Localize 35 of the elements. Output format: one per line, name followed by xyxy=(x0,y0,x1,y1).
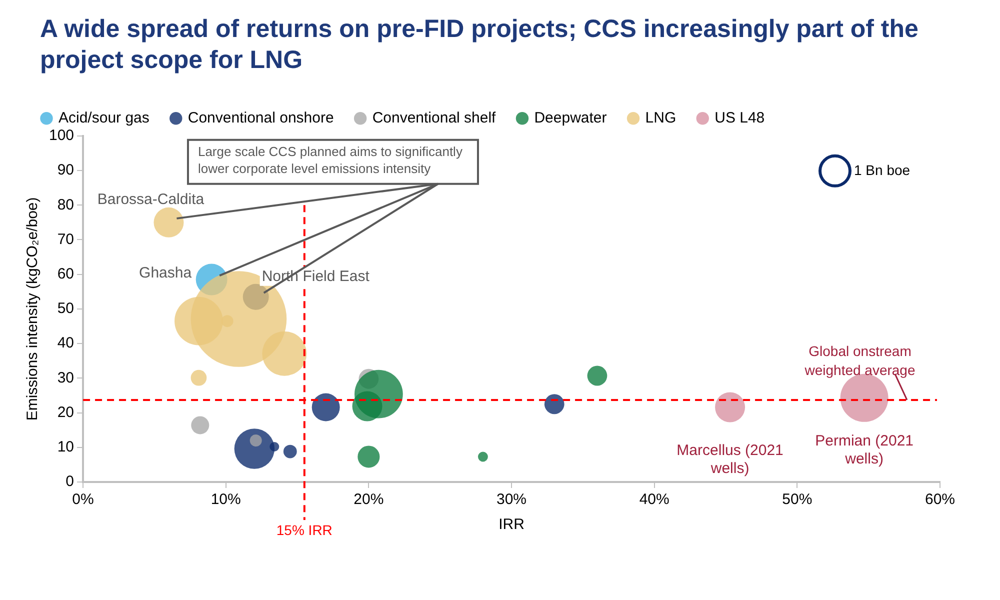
y-tick-label: 60 xyxy=(57,265,74,282)
y-tick-label: 0 xyxy=(66,473,74,490)
x-tick-label: 30% xyxy=(496,491,527,508)
legend-label: US L48 xyxy=(714,110,765,127)
y-tick-label: 10 xyxy=(57,438,74,456)
y-tick-label: 20 xyxy=(57,404,74,421)
x-tick-label: 10% xyxy=(210,491,241,508)
y-tick-label: 70 xyxy=(57,230,74,248)
annotation: Permian (2021 wells) xyxy=(815,432,914,468)
annotation: Large scale CCS planned aims to significantly lower corporate level emissions intensity xyxy=(198,144,463,176)
y-tick-label: 30 xyxy=(57,369,74,386)
legend-label: 1 Bn boe xyxy=(854,162,910,178)
annotation: Ghasha xyxy=(139,264,192,282)
legend-label: LNG xyxy=(645,110,676,127)
y-axis-title: Emissions intensity (kgCO₂e/boe) xyxy=(24,197,42,421)
x-axis-title: IRR xyxy=(498,516,525,534)
y-tick-label: 50 xyxy=(57,300,74,318)
x-tick-label: 60% xyxy=(924,491,956,508)
legend-label: Conventional shelf xyxy=(372,110,497,127)
legend-label: Acid/sour gas xyxy=(58,110,150,127)
ref-line-label: Global onstream weighted average xyxy=(804,342,916,378)
y-tick-label: 100 xyxy=(48,127,74,144)
y-tick-label: 90 xyxy=(57,162,74,179)
chart-title: A wide spread of returns on pre-FID projects; CCS increasingly part of the project scope for LNG xyxy=(40,14,920,76)
x-tick-label: 50% xyxy=(782,491,812,508)
annotation: Barossa-Caldita xyxy=(97,191,205,208)
legend-label: Deepwater xyxy=(534,110,607,127)
x-tick-label: 0% xyxy=(72,491,94,508)
x-tick-label: 40% xyxy=(639,491,670,508)
annotation: Marcellus (2021 wells) xyxy=(676,442,784,477)
ref-line-label: 15% IRR xyxy=(276,522,332,538)
x-tick-label: 20% xyxy=(354,491,384,508)
y-tick-label: 40 xyxy=(57,334,74,352)
y-tick-label: 80 xyxy=(57,196,74,214)
legend-label: Conventional onshore xyxy=(188,110,334,127)
